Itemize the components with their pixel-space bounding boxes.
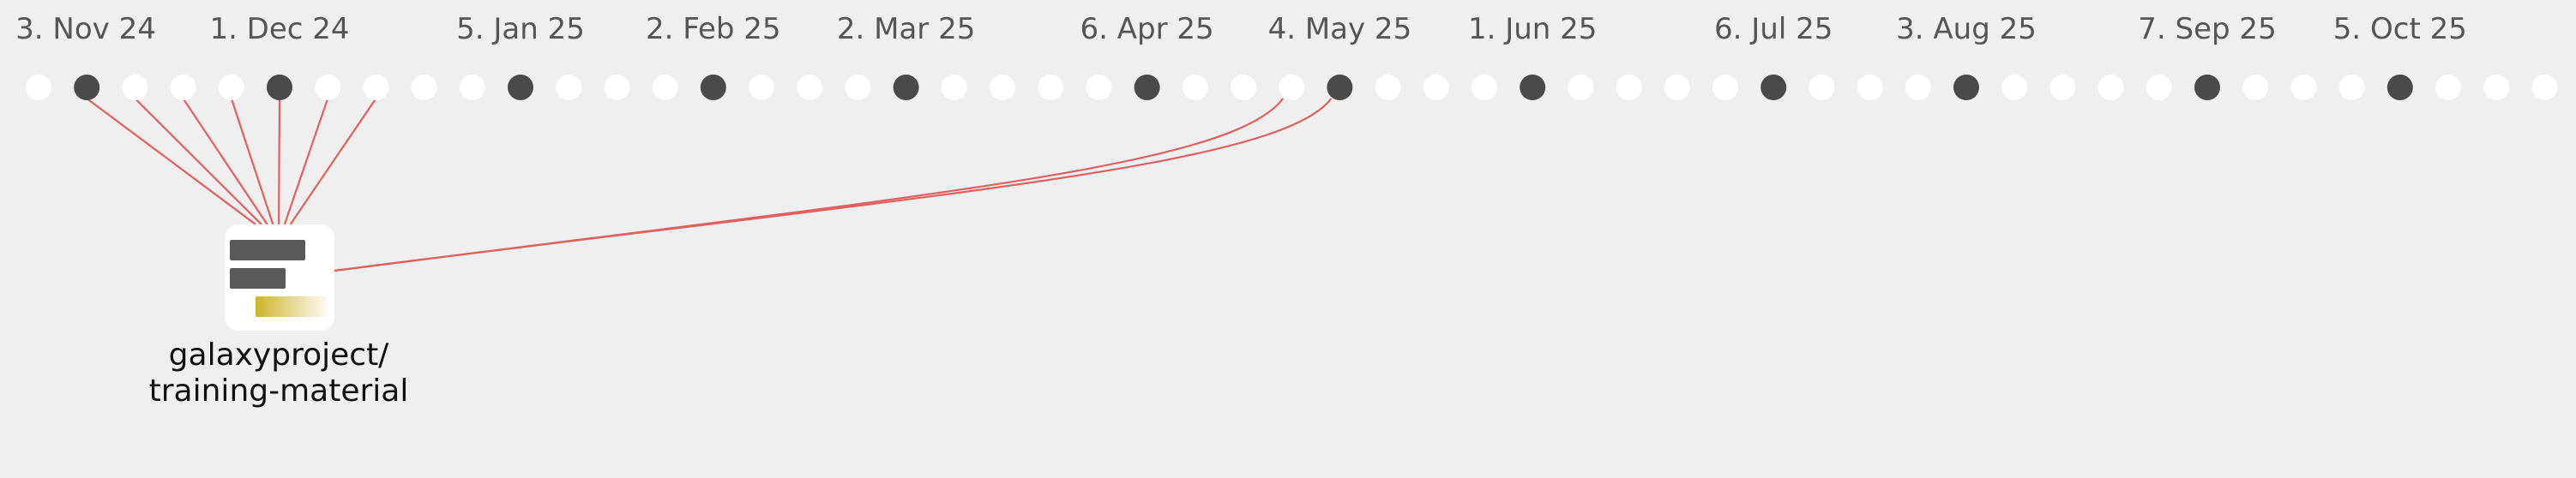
month-label: 3. Aug 25 (1896, 12, 2037, 46)
repository-label[interactable]: galaxyproject/ training-material (149, 338, 409, 409)
link-line (289, 98, 377, 225)
repository-icon-bar-top (230, 240, 305, 260)
week-dot[interactable] (1375, 75, 1401, 100)
week-dot[interactable] (1423, 75, 1449, 100)
milestone-dot[interactable] (508, 75, 533, 100)
week-dot[interactable] (315, 75, 341, 100)
milestone-dot[interactable] (74, 75, 100, 100)
repository-icon-bar-accent (256, 296, 328, 317)
week-dot[interactable] (1857, 75, 1883, 100)
milestone-dot[interactable] (1134, 75, 1160, 100)
week-dot[interactable] (1086, 75, 1112, 100)
week-dot[interactable] (2483, 75, 2510, 100)
link-line (230, 98, 274, 225)
week-dot[interactable] (556, 75, 582, 100)
link-line (283, 98, 329, 225)
week-dot[interactable] (941, 75, 967, 100)
month-label: 5. Oct 25 (2332, 12, 2467, 46)
week-dot[interactable] (1568, 75, 1594, 100)
week-dot[interactable] (1712, 75, 1738, 100)
week-dot[interactable] (1809, 75, 1835, 100)
milestone-dot[interactable] (2194, 75, 2220, 100)
week-dot[interactable] (1231, 75, 1256, 100)
milestone-dot[interactable] (893, 75, 919, 100)
month-label: 2. Mar 25 (836, 12, 976, 46)
week-dot[interactable] (604, 75, 630, 100)
week-dot[interactable] (749, 75, 774, 100)
link-line (182, 98, 268, 225)
week-dot[interactable] (797, 75, 823, 100)
link-line (134, 98, 262, 225)
week-dot[interactable] (652, 75, 678, 100)
week-dot[interactable] (1038, 75, 1064, 100)
week-dot[interactable] (26, 75, 51, 100)
week-dot[interactable] (2531, 75, 2558, 100)
week-dot[interactable] (2290, 75, 2317, 100)
week-dot[interactable] (218, 75, 244, 100)
month-label: 7. Sep 25 (2138, 12, 2277, 46)
milestone-dot[interactable] (1327, 75, 1353, 100)
links (86, 98, 1333, 272)
repository-icon-bar-middle (230, 268, 286, 289)
milestone-dot[interactable] (700, 75, 726, 100)
week-dot[interactable] (2146, 75, 2172, 100)
week-dot[interactable] (2001, 75, 2028, 100)
week-dot[interactable] (2098, 75, 2124, 100)
week-dot[interactable] (2242, 75, 2269, 100)
week-dot[interactable] (363, 75, 389, 100)
week-dots (26, 75, 2558, 100)
week-dot[interactable] (1616, 75, 1642, 100)
repository-name-line2: training-material (148, 373, 409, 409)
week-dot[interactable] (122, 75, 148, 100)
week-dot[interactable] (2435, 75, 2461, 100)
milestone-dot[interactable] (2386, 75, 2413, 100)
week-dot[interactable] (1182, 75, 1208, 100)
link-line (278, 98, 281, 225)
link-line (86, 98, 256, 225)
week-dot[interactable] (411, 75, 437, 100)
month-label: 1. Dec 24 (209, 12, 350, 46)
week-dot[interactable] (2049, 75, 2076, 100)
week-dot[interactable] (845, 75, 871, 100)
milestone-dot[interactable] (267, 75, 292, 100)
week-dot[interactable] (1472, 75, 1497, 100)
month-label: 6. Jul 25 (1714, 12, 1833, 46)
week-dot[interactable] (170, 75, 196, 100)
repository-name-line1: galaxyproject/ (168, 338, 389, 373)
month-label: 4. May 25 (1267, 12, 1412, 46)
link-line (334, 98, 1285, 272)
milestone-dot[interactable] (1953, 75, 1979, 100)
link-line (334, 98, 1333, 272)
week-dot[interactable] (1905, 75, 1931, 100)
month-label: 2. Feb 25 (646, 12, 781, 46)
week-dot[interactable] (459, 75, 485, 100)
month-label: 5. Jan 25 (456, 12, 585, 46)
week-dot[interactable] (990, 75, 1015, 100)
month-label: 6. Apr 25 (1080, 12, 1214, 46)
month-label: 3. Nov 24 (15, 12, 156, 46)
milestone-dot[interactable] (1760, 75, 1787, 100)
month-label: 1. Jun 25 (1467, 12, 1598, 46)
week-dot[interactable] (2338, 75, 2365, 100)
week-dot[interactable] (1664, 75, 1690, 100)
milestone-dot[interactable] (1520, 75, 1546, 100)
week-dot[interactable] (1279, 75, 1305, 100)
repository-node[interactable] (225, 224, 334, 331)
